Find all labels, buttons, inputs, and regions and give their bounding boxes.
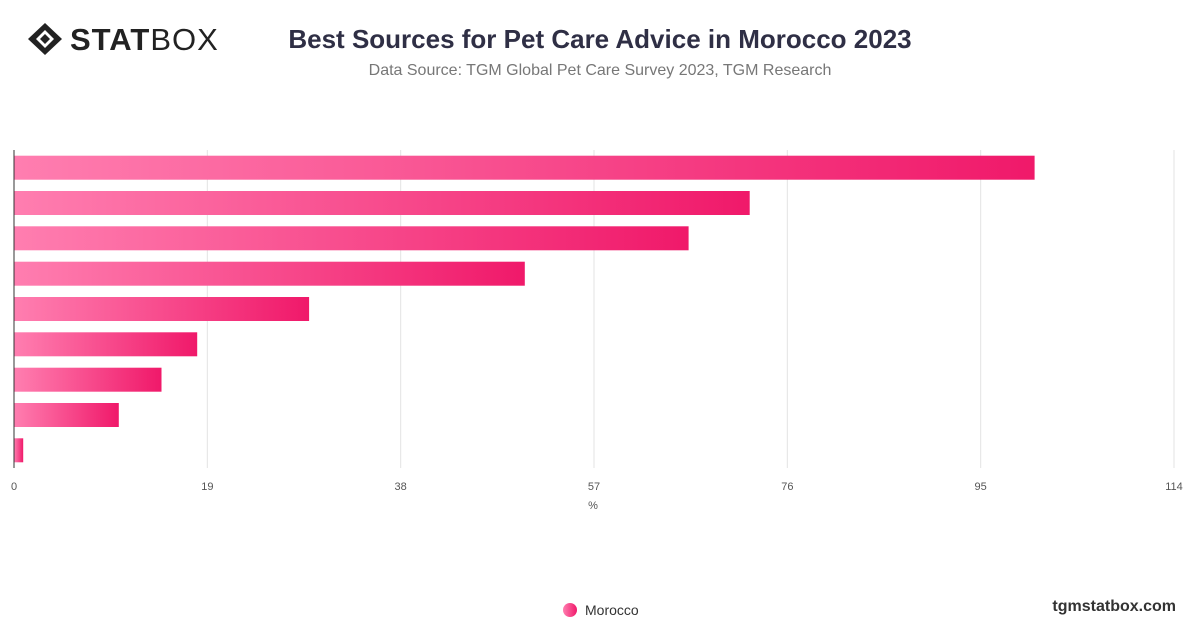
watermark: tgmstatbox.com [1052, 598, 1176, 615]
x-tick-label: 76 [781, 481, 793, 493]
bar-morocco-2[interactable] [14, 191, 750, 215]
legend[interactable]: Morocco [563, 602, 639, 618]
x-tick-label: 19 [201, 481, 213, 493]
legend-swatch-morocco [563, 603, 577, 617]
x-tick-label: 38 [395, 481, 407, 493]
bar-morocco-9[interactable] [14, 438, 24, 463]
bar-morocco-8[interactable] [14, 403, 119, 427]
diamond-logo-icon [28, 23, 62, 55]
bar-morocco-6[interactable] [14, 332, 198, 357]
legend-label-morocco: Morocco [585, 602, 639, 618]
bar-morocco-3[interactable] [14, 226, 689, 251]
x-tick-label: 57 [588, 481, 600, 493]
statbox-logo: STATBOX [26, 22, 219, 56]
x-axis-label: % [588, 500, 598, 512]
chart-title: Best Sources for Pet Care Advice in Moro… [288, 24, 912, 54]
bar-morocco-7[interactable] [14, 367, 162, 392]
bar-morocco-4[interactable] [14, 261, 525, 286]
bar-morocco-1[interactable] [14, 155, 1035, 180]
chart-subtitle: Data Source: TGM Global Pet Care Survey … [368, 62, 832, 79]
x-tick-label: 114 [1165, 481, 1183, 493]
bar-morocco-5[interactable] [14, 297, 310, 321]
logo-wordmark: STATBOX [70, 21, 219, 57]
x-tick-label: 0 [11, 481, 17, 493]
x-tick-label: 95 [975, 481, 987, 493]
